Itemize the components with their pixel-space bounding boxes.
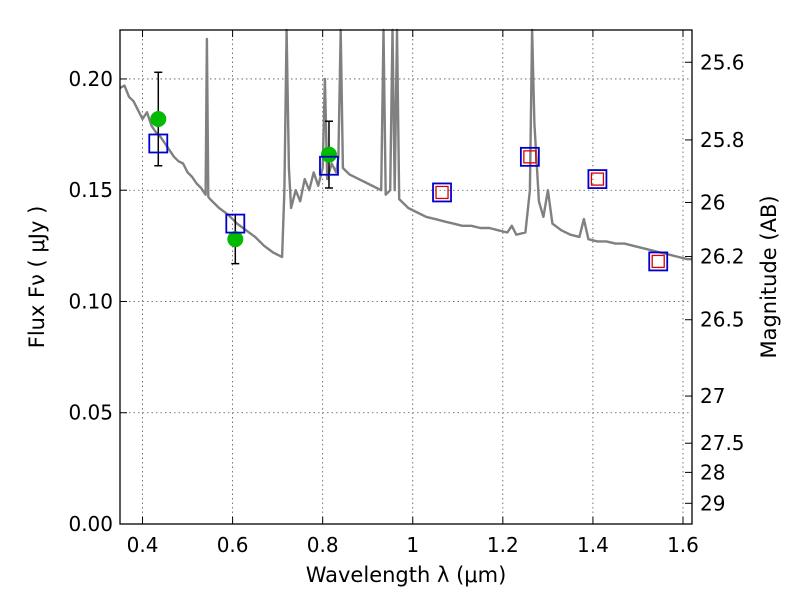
model-band-square [432, 182, 452, 203]
right-tick-label: 27.5 [700, 431, 745, 455]
x-axis-label: Wavelength λ (μm) [306, 563, 507, 587]
y-tick-label: 0.20 [68, 67, 113, 91]
model-spectrum [119, 28, 692, 261]
y-tick-label: 0.10 [68, 289, 113, 313]
x-tick-label: 1.4 [577, 533, 609, 557]
right-tick-label: 25.6 [700, 50, 745, 74]
model-band-inner-square [590, 172, 605, 186]
photometry-markers [148, 71, 669, 272]
model-band-inner-square [651, 254, 665, 269]
x-tick-label: 0.8 [307, 533, 339, 557]
x-tick-label: 1.6 [667, 533, 699, 557]
right-tick-label: 26.5 [700, 308, 745, 332]
plot-frame [119, 29, 693, 525]
y-tick-label: 0.05 [68, 401, 113, 425]
y-tick-label: 0.00 [68, 512, 113, 536]
right-tick-label: 26.2 [700, 245, 745, 269]
x-tick-label: 1.2 [487, 533, 519, 557]
observed-point [150, 111, 167, 128]
y-axis-label: Flux Fν ( μJy ) [25, 206, 49, 349]
model-band-square [587, 169, 608, 189]
right-tick-label: 27 [700, 384, 725, 408]
right-tick-label: 25.8 [700, 128, 745, 152]
model-band-square [648, 251, 669, 272]
model-band-inner-square [523, 150, 537, 164]
right-tick-label: 28 [700, 460, 725, 484]
observed-point [320, 146, 337, 163]
y-tick-label: 0.15 [68, 178, 113, 202]
observed-point [227, 231, 244, 248]
x-tick-label: 0.6 [217, 533, 249, 557]
model-band-square [148, 133, 169, 154]
x-tick-label: 0.4 [127, 533, 159, 557]
right-tick-label: 29 [700, 491, 725, 515]
right-axis-label: Magnitude (AB) [757, 195, 781, 358]
model-band-square [319, 155, 339, 176]
model-band-square [519, 146, 540, 167]
model-band-inner-square [435, 185, 449, 200]
axis-ticks: 0.4 0.6 0.8 1 1.2 1.4 1.6 0.00 0.05 0.10 0.15 0.20 2… [68, 30, 745, 557]
plot-area [120, 30, 692, 524]
right-tick-label: 26 [700, 190, 725, 214]
model-band-square [225, 213, 246, 234]
x-tick-label: 1 [406, 533, 419, 557]
spectrum-line [119, 28, 692, 261]
